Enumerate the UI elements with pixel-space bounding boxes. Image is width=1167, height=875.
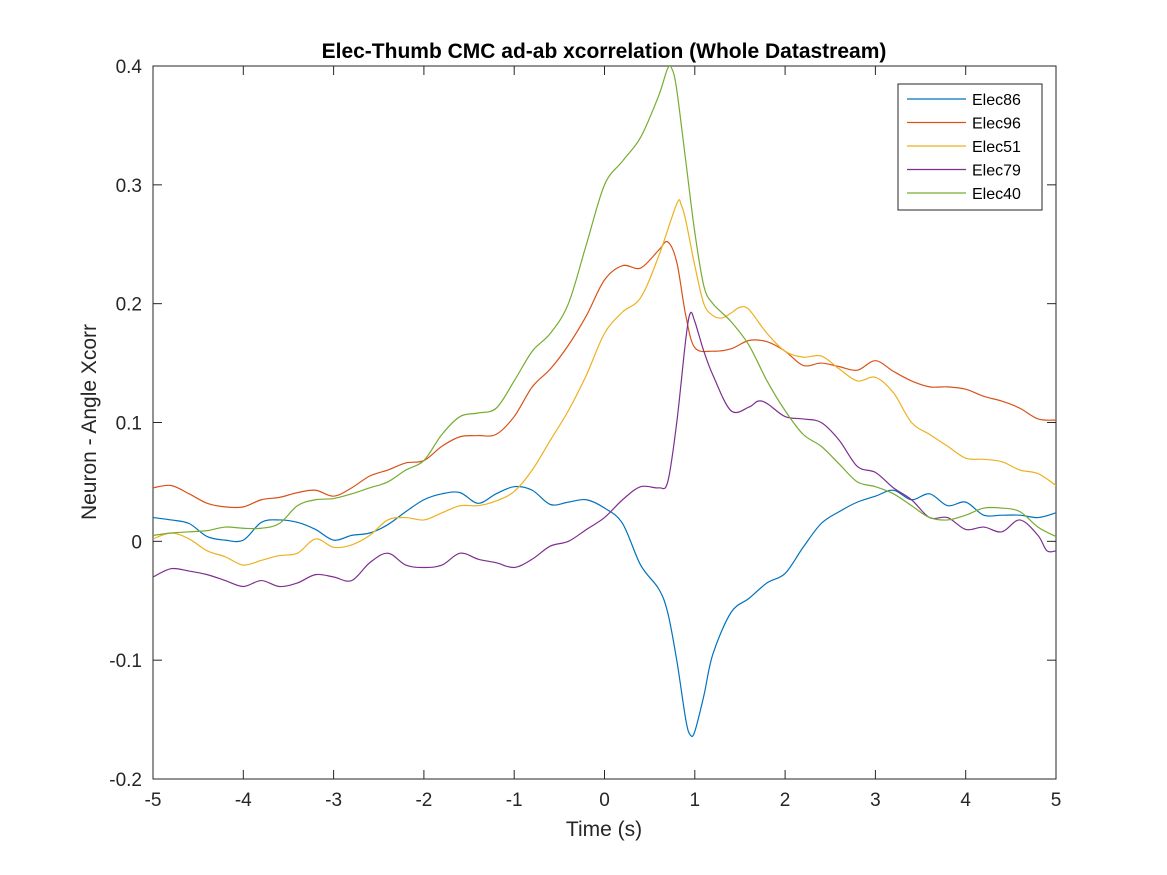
x-tick-label: 5 [1051, 790, 1062, 811]
x-tick-label: -2 [415, 790, 432, 811]
y-tick-label: -0.1 [109, 651, 142, 672]
series-group [153, 66, 1056, 738]
y-tick-label: 0.1 [116, 414, 142, 435]
y-tick-label: 0.4 [116, 57, 143, 78]
y-tick-label: 0.3 [116, 176, 142, 197]
x-tick-label: 4 [960, 790, 971, 811]
legend-label-elec86: Elec86 [972, 92, 1021, 109]
series-line-elec86 [153, 485, 1056, 738]
series-line-elec79 [153, 311, 1056, 588]
y-tick-label: 0.2 [116, 295, 142, 316]
legend-box [897, 83, 1043, 211]
legend-label-elec51: Elec51 [972, 139, 1021, 156]
y-tick-label: 0 [131, 532, 142, 553]
y-axis-title: Neuron - Angle Xcorr [78, 324, 101, 520]
x-tick-label: -3 [325, 790, 342, 811]
chart-title: Elec-Thumb CMC ad-ab xcorrelation (Whole… [322, 40, 887, 63]
legend-items: Elec86 Elec96 Elec51 Elec79 Elec40 [907, 92, 1021, 203]
x-tick-label: 2 [780, 790, 791, 811]
legend-label-elec40: Elec40 [972, 186, 1021, 203]
legend: Elec86 Elec96 Elec51 Elec79 Elec40 [897, 83, 1043, 211]
x-tick-label: -5 [145, 790, 162, 811]
x-tick-label: 0 [599, 790, 610, 811]
x-tick-label: -1 [506, 790, 523, 811]
y-tick-label: -0.2 [109, 770, 142, 791]
legend-label-elec79: Elec79 [972, 163, 1021, 180]
series-line-elec96 [153, 240, 1056, 509]
legend-label-elec96: Elec96 [972, 116, 1021, 133]
series-line-elec40 [153, 66, 1056, 538]
ticks-group: -5 -4 -3 -2 -1 0 1 2 3 4 5 -0.2 -0.1 0 0.1 0.2 0.3 0.4 [109, 57, 1061, 811]
series-line-elec51 [153, 199, 1056, 566]
x-axis-title: Time (s) [566, 818, 642, 841]
x-tick-label: 3 [870, 790, 881, 811]
x-tick-label: -4 [235, 790, 252, 811]
x-tick-label: 1 [690, 790, 701, 811]
